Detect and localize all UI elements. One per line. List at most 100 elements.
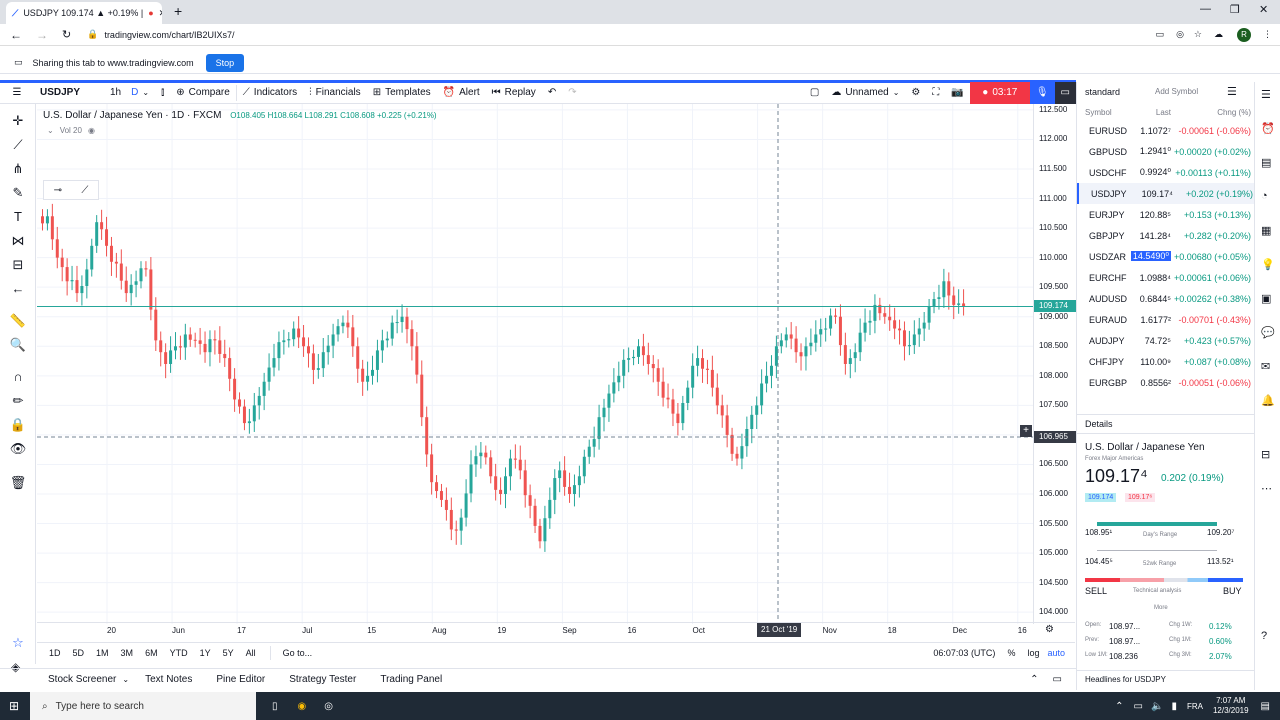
candle-body[interactable] [331,334,335,346]
candle-body[interactable] [632,356,636,359]
candle-body[interactable] [592,439,596,447]
candle-body[interactable] [45,216,49,224]
candle-body[interactable] [789,334,793,339]
more-button[interactable]: More [1154,605,1168,611]
range-all[interactable]: All [245,647,256,658]
candle-body[interactable] [730,434,734,454]
templates-button[interactable]: ⊞ Templates [367,82,437,104]
windows-start-icon[interactable]: ⊞ [9,699,20,713]
watchlist-row[interactable]: AUDJPY 74.72⁵ +0.423 (+0.57%) [1077,330,1255,351]
candle-body[interactable] [55,239,59,258]
candle-body[interactable] [686,387,690,403]
streams-icon[interactable]: ▣ [1261,293,1272,305]
candle-body[interactable] [218,340,222,354]
chart-settings-gear-icon[interactable]: ⚙ [1045,624,1054,635]
candle-body[interactable] [41,216,44,224]
sell-label[interactable]: SELL [1085,586,1108,596]
buy-label[interactable]: BUY [1223,586,1242,596]
url-field[interactable]: tradingview.com/chart/IB2UIXs7/ [104,29,235,40]
candle-body[interactable] [646,355,650,364]
candle-body[interactable] [341,322,345,327]
candle-body[interactable] [238,399,242,407]
candle-body[interactable] [582,456,586,477]
candle-body[interactable] [705,368,709,370]
candle-body[interactable] [499,489,503,494]
redo-icon[interactable]: ↷ [568,87,577,98]
add-alert-plus-icon[interactable]: + [1020,425,1032,437]
candle-body[interactable] [715,387,719,406]
financials-button[interactable]: ⫶ Financials [303,82,367,104]
order-panel-icon[interactable]: ⊟ [1261,449,1271,461]
candle-body[interactable] [868,320,872,323]
candle-body[interactable] [607,393,611,408]
hotlist-icon[interactable]: ◔ [1261,190,1268,202]
candle-body[interactable] [479,452,483,457]
candle-body[interactable] [543,518,547,542]
interval-button[interactable]: 1h D ⌄ [104,82,155,104]
candle-body[interactable] [134,281,138,285]
price-chart[interactable]: U.S. Dollar / Japanese Yen · 1D · FXCM O… [37,104,1033,624]
candle-body[interactable] [819,329,823,335]
crosshair-icon[interactable]: ✛ [12,113,24,128]
hide-eye-icon[interactable]: ◉ [87,126,95,135]
candle-body[interactable] [395,322,399,324]
replay-button[interactable]: ⏮ Replay [486,82,542,104]
candle-body[interactable] [523,470,527,496]
collapse-chevron-icon[interactable]: ⌄ [47,126,54,135]
layers-icon[interactable]: ◈ [11,660,21,674]
close-window-icon[interactable]: ✕ [1259,4,1269,16]
tab-trading-panel[interactable]: Trading Panel [380,674,443,685]
undo-icon[interactable]: ↶ [547,87,557,98]
candle-body[interactable] [306,346,310,354]
candle-body[interactable] [173,346,177,351]
watchlist-row[interactable]: CHFJPY 110.00⁹ +0.087 (+0.08%) [1077,351,1255,372]
candle-body[interactable] [139,268,143,282]
fullscreen-icon[interactable]: ⛶ [932,87,940,98]
candle-body[interactable] [814,334,818,343]
candle-body[interactable] [326,345,330,353]
private-chats-icon[interactable]: ✉ [1261,361,1271,373]
candle-body[interactable] [799,352,803,357]
candle-body[interactable] [597,417,601,440]
watchlist-row[interactable]: EURCHF 1.0988⁴ +0.00061 (+0.06%) [1077,267,1255,288]
magnet-icon[interactable]: ∩ [13,369,23,384]
candle-body[interactable] [75,280,79,294]
candle-body[interactable] [100,222,104,230]
back-icon[interactable]: ← [10,27,22,42]
battery-icon[interactable]: ▮ [1171,700,1177,712]
candle-body[interactable] [873,304,877,321]
candle-body[interactable] [587,446,591,457]
candle-body[interactable] [114,261,118,264]
candle-body[interactable] [351,327,355,347]
candle-body[interactable] [627,358,631,360]
brush-icon[interactable]: ✎ [12,185,24,200]
candle-body[interactable] [671,399,675,414]
candle-body[interactable] [95,222,99,246]
candle-body[interactable] [385,338,389,341]
candle-body[interactable] [90,245,94,270]
candle-body[interactable] [356,346,360,369]
extension-icon[interactable]: ◎ [1176,29,1184,39]
candle-body[interactable] [691,365,695,388]
candle-body[interactable] [311,353,315,370]
candle-body[interactable] [223,353,227,359]
percent-toggle[interactable]: % [1007,647,1016,658]
candle-body[interactable] [888,316,892,321]
candle-body[interactable] [302,337,306,347]
range-1m[interactable]: 1M [96,647,109,658]
candle-body[interactable] [144,268,148,270]
candle-body[interactable] [651,364,655,369]
candle-body[interactable] [375,350,379,370]
candle-body[interactable] [898,328,902,331]
text-icon[interactable]: T [14,209,22,224]
candle-body[interactable] [193,339,197,341]
collapse-panel-icon[interactable]: ⌃ [1030,674,1039,685]
dom-icon[interactable]: ⋯ [1261,483,1272,495]
trash-icon[interactable]: 🗑 [9,475,27,490]
utc-clock[interactable]: 06:07:03 (UTC) [933,647,996,658]
candle-body[interactable] [228,358,232,379]
camera-icon[interactable]: 📷 [951,87,964,98]
candle-body[interactable] [361,368,365,382]
candle-body[interactable] [420,374,424,418]
chart-type-icon[interactable]: ⫾ [161,87,165,98]
